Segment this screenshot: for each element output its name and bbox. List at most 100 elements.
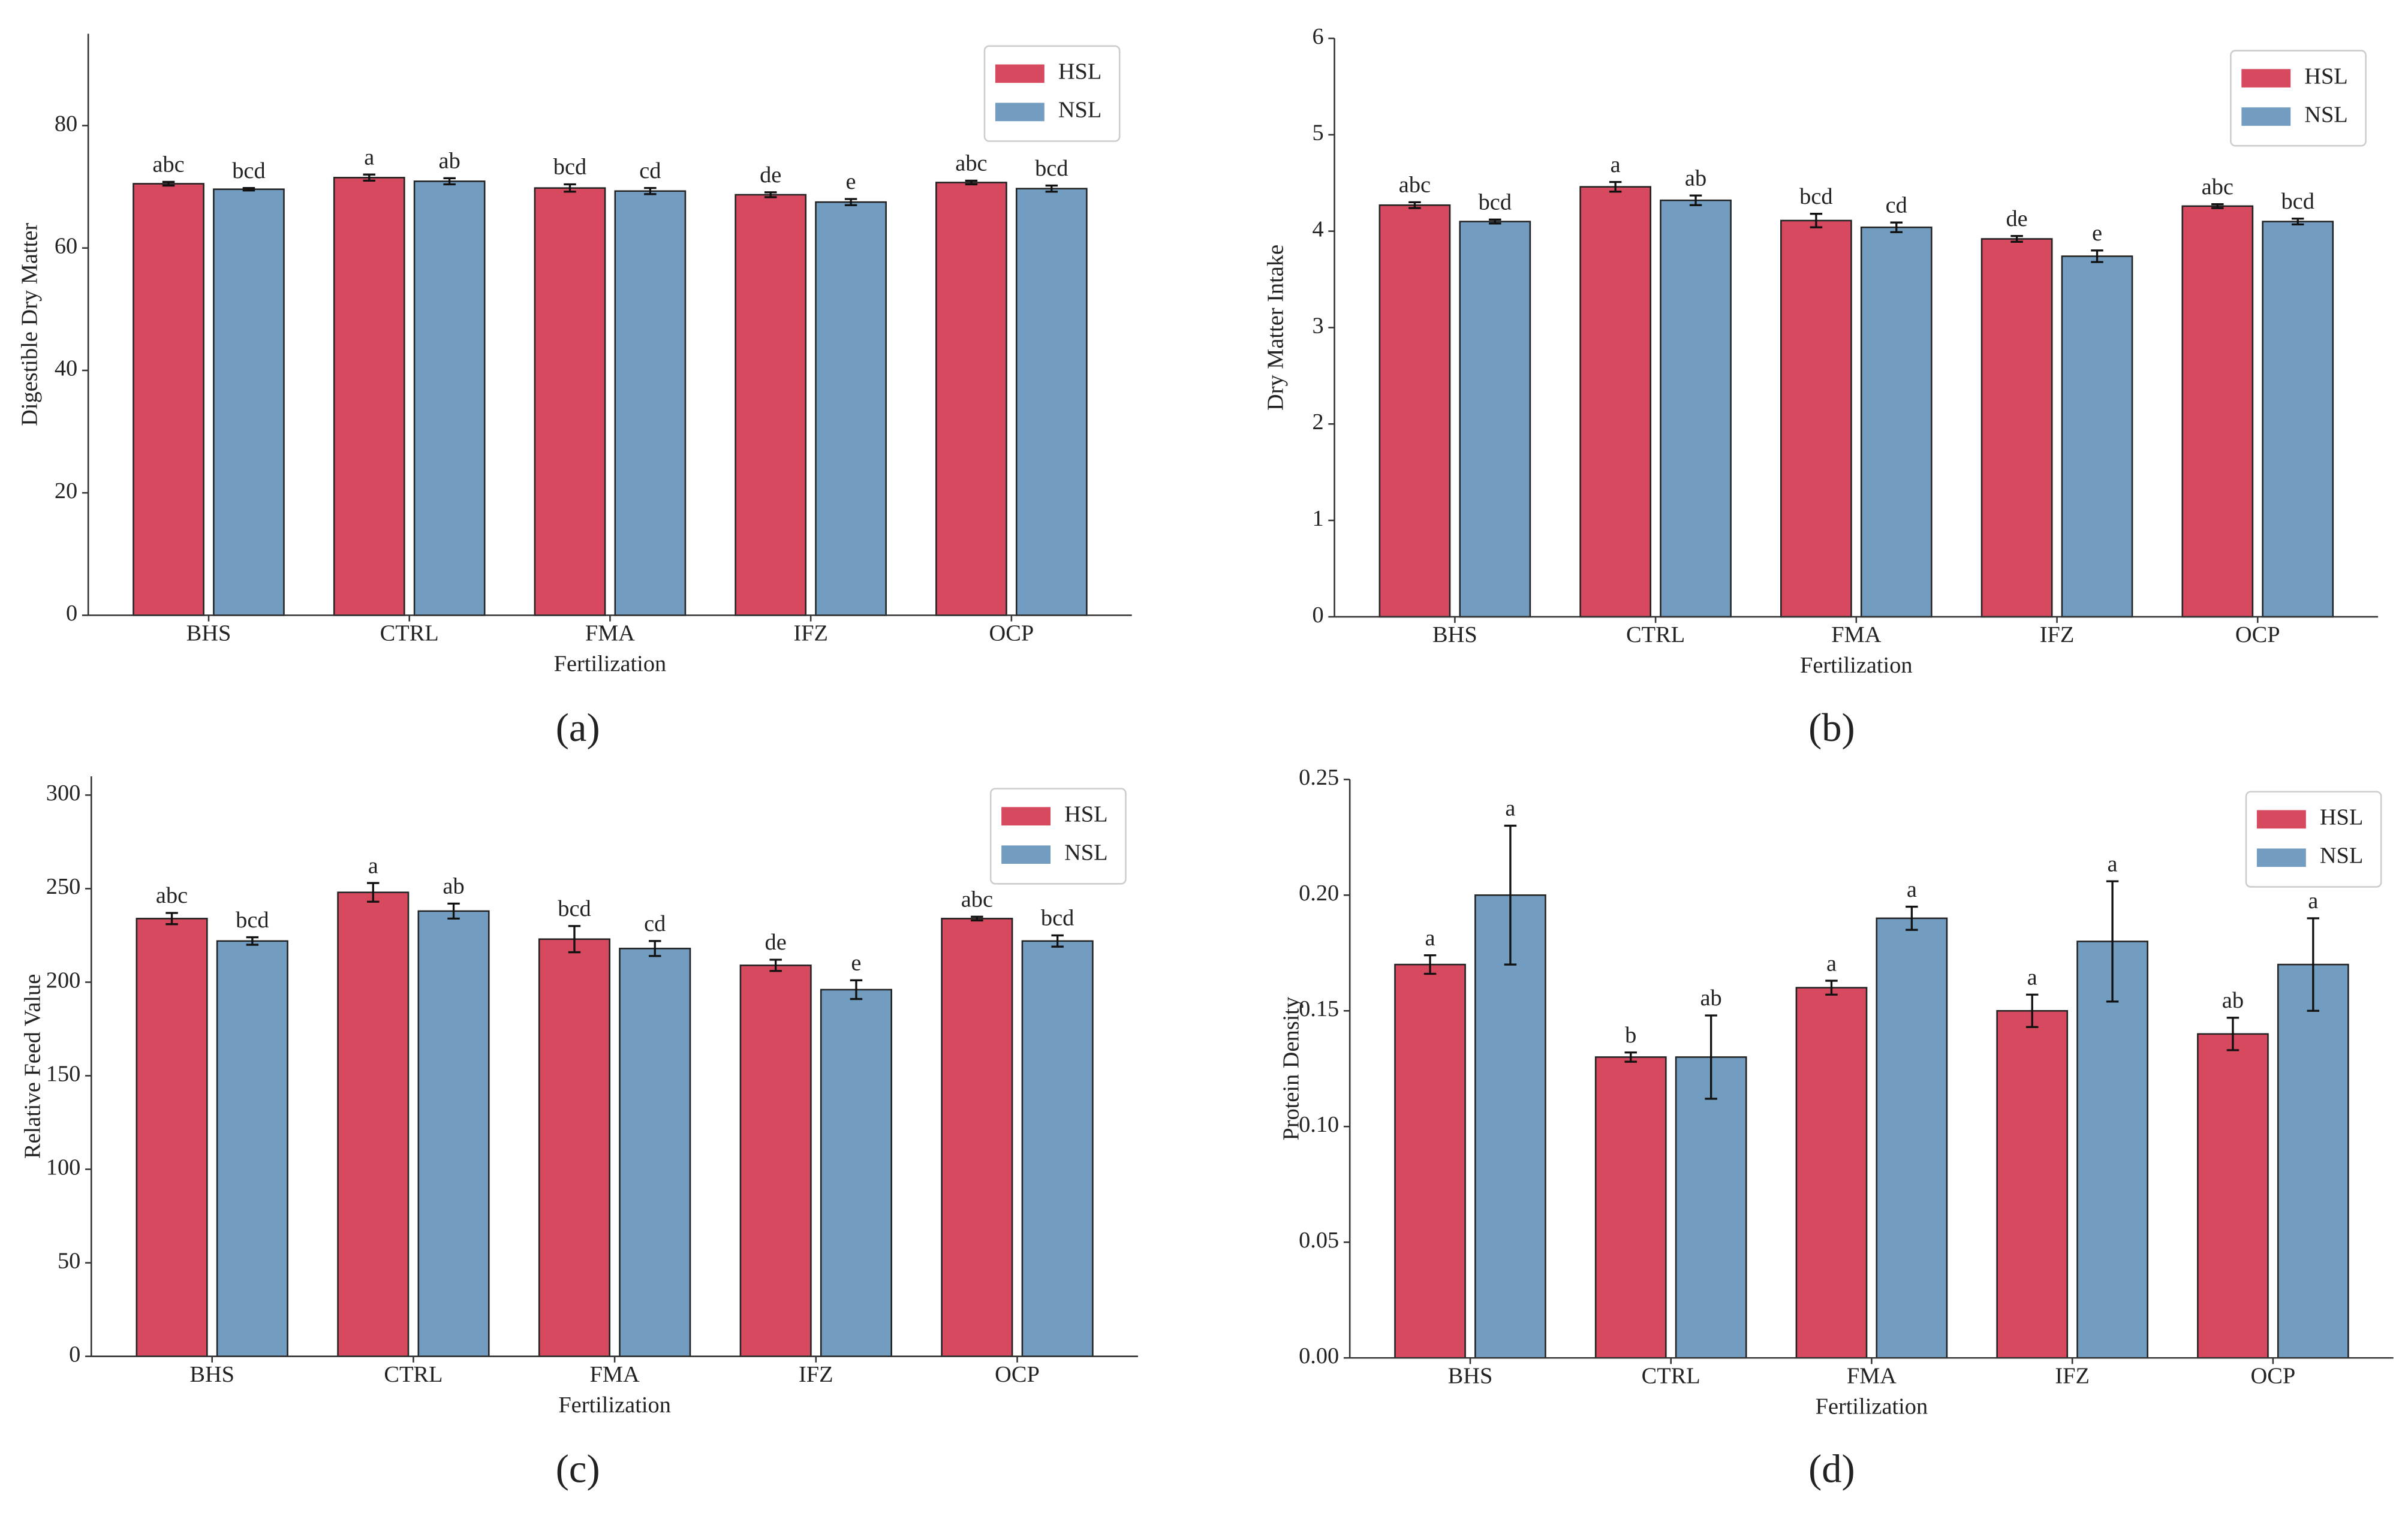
significance-letter: bcd bbox=[1799, 184, 1832, 209]
legend-swatch bbox=[2256, 810, 2306, 829]
significance-letter: ab bbox=[443, 874, 464, 899]
error-bar bbox=[564, 183, 576, 193]
x-axis-label: Fertilization bbox=[558, 1393, 671, 1418]
y-tick-label: 4 bbox=[1312, 216, 1323, 242]
error-bar bbox=[1408, 201, 1421, 209]
bar bbox=[337, 891, 410, 1357]
y-tick-label: 0.25 bbox=[1299, 765, 1339, 790]
error-bar bbox=[162, 180, 175, 187]
y-axis-label: Digestible Dry Matter bbox=[17, 223, 42, 426]
y-tick-label: 3 bbox=[1312, 313, 1323, 338]
error-bar bbox=[447, 902, 460, 920]
bar bbox=[614, 190, 687, 616]
y-axis-label: Dry Matter Intake bbox=[1263, 245, 1289, 411]
y-tick-label: 1 bbox=[1312, 506, 1323, 531]
significance-letter: a bbox=[1425, 926, 1435, 951]
significance-letter: ab bbox=[1685, 165, 1706, 191]
error-bar bbox=[1045, 184, 1058, 193]
y-tick-label: 50 bbox=[58, 1248, 80, 1273]
significance-letter: a bbox=[1611, 152, 1621, 177]
significance-letter: abc bbox=[2202, 174, 2234, 200]
y-tick-label: 100 bbox=[46, 1155, 81, 1180]
bar bbox=[1675, 1056, 1747, 1359]
significance-letter: de bbox=[760, 162, 781, 188]
legend-label: NSL bbox=[1064, 840, 1107, 866]
bar bbox=[2277, 963, 2349, 1359]
significance-letter: bcd bbox=[2281, 189, 2314, 214]
x-tick-label: IFZ bbox=[2055, 1363, 2090, 1388]
panel-label: (c) bbox=[556, 1447, 600, 1491]
x-tick-label: OCP bbox=[995, 1362, 1040, 1387]
error-bar bbox=[568, 925, 581, 954]
error-bar bbox=[1423, 954, 1437, 975]
y-tick-label: 0.10 bbox=[1299, 1112, 1339, 1137]
bar bbox=[213, 188, 285, 616]
y-tick-label: 40 bbox=[55, 356, 77, 381]
x-tick-label: BHS bbox=[186, 620, 231, 646]
y-tick-label: 60 bbox=[55, 234, 77, 259]
y-tick-label: 300 bbox=[46, 780, 81, 806]
x-tick-label: FMA bbox=[585, 620, 635, 646]
error-bar bbox=[367, 882, 380, 903]
significance-letter: abc bbox=[1399, 173, 1431, 198]
x-tick-label: FMA bbox=[1831, 622, 1881, 647]
x-axis-label: Fertilization bbox=[554, 652, 667, 677]
error-bar bbox=[246, 936, 259, 946]
y-tick-label: 250 bbox=[46, 874, 81, 899]
y-tick-label: 0 bbox=[69, 1342, 80, 1367]
legend-swatch bbox=[1001, 845, 1051, 864]
bar bbox=[417, 910, 490, 1357]
bar bbox=[133, 183, 204, 616]
x-tick-label: CTRL bbox=[1642, 1363, 1700, 1388]
error-bar bbox=[644, 186, 657, 195]
legend-swatch bbox=[2241, 107, 2291, 126]
error-bar bbox=[850, 979, 863, 1000]
bar bbox=[2262, 221, 2334, 618]
legend-label: NSL bbox=[2320, 843, 2364, 869]
panel-label: (b) bbox=[1808, 706, 1855, 750]
error-bar bbox=[1825, 979, 1838, 996]
error-bar bbox=[965, 179, 978, 186]
x-tick-label: BHS bbox=[189, 1362, 234, 1387]
significance-letter: abc bbox=[955, 151, 987, 176]
y-tick-label: 0 bbox=[66, 601, 77, 626]
bar bbox=[739, 965, 812, 1357]
y-tick-label: 5 bbox=[1312, 120, 1323, 146]
bar bbox=[136, 918, 208, 1357]
legend-swatch bbox=[1001, 807, 1051, 826]
x-tick-label: BHS bbox=[1448, 1363, 1493, 1388]
y-tick-label: 150 bbox=[46, 1061, 81, 1086]
bar bbox=[941, 918, 1013, 1357]
y-tick-label: 2 bbox=[1312, 409, 1323, 435]
significance-letter: bcd bbox=[1035, 156, 1068, 181]
significance-letter: abc bbox=[961, 887, 993, 912]
error-bar bbox=[242, 186, 255, 192]
significance-letter: ab bbox=[2222, 988, 2244, 1013]
bar bbox=[1795, 987, 1868, 1359]
y-axis-label: Relative Feed Value bbox=[20, 974, 45, 1159]
error-bar bbox=[2091, 249, 2103, 263]
panel-label: (a) bbox=[556, 706, 600, 750]
bar bbox=[935, 182, 1007, 616]
significance-letter: a bbox=[1826, 951, 1837, 976]
significance-letter: bcd bbox=[236, 908, 269, 933]
error-bar bbox=[764, 191, 777, 198]
legend-label: HSL bbox=[2320, 805, 2364, 830]
significance-letter: a bbox=[368, 853, 378, 878]
x-tick-label: CTRL bbox=[1626, 622, 1685, 647]
error-bar bbox=[769, 959, 782, 972]
bar bbox=[534, 187, 606, 616]
bar bbox=[1021, 940, 1094, 1357]
y-tick-label: 80 bbox=[55, 111, 77, 136]
significance-letter: e bbox=[846, 169, 856, 194]
bar bbox=[1980, 238, 2053, 618]
error-bar bbox=[1689, 194, 1702, 206]
significance-letter: a bbox=[2027, 965, 2037, 990]
x-tick-label: IFZ bbox=[2040, 622, 2075, 647]
error-bar bbox=[1624, 1051, 1638, 1063]
panel-label: (d) bbox=[1808, 1447, 1855, 1491]
bar bbox=[820, 988, 892, 1357]
error-bar bbox=[1609, 180, 1622, 193]
